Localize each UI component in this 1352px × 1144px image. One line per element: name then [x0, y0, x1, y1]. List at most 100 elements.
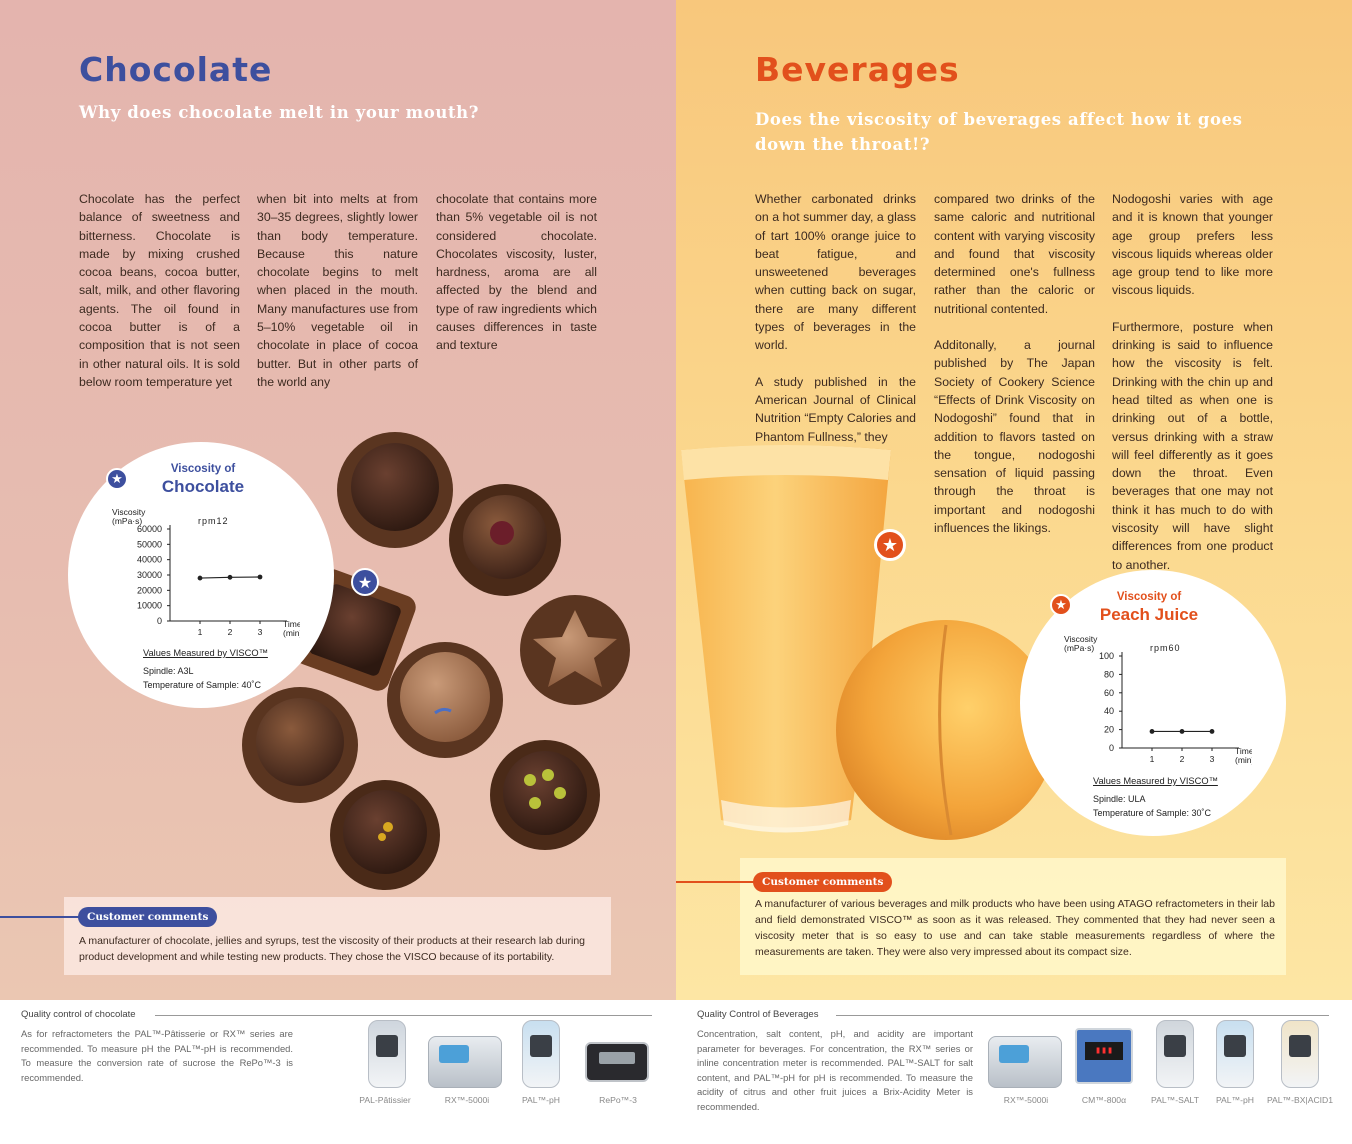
peach-chart-title: Peach Juice — [1099, 605, 1199, 624]
chocolate-text-col1: Chocolate has the perfect balance of swe… — [79, 192, 240, 389]
beverages-subtitle: Does the viscosity of beverages affect h… — [755, 110, 1243, 154]
peach-viscosity-chart: Viscosity(mPa·s) rpm60 0 20 40 60 80 100 1 2 3 Time… — [1064, 634, 1252, 765]
choc-y-label: Viscosity — [112, 507, 146, 517]
beverages-comment-line — [676, 881, 756, 883]
chocolate-star-icon: ★ — [106, 468, 128, 490]
peach-data-point — [1149, 729, 1155, 734]
peach-ytick-label: 0 — [1109, 743, 1114, 753]
chocolate-chart-title: Chocolate — [161, 477, 245, 496]
beverages-col1-para1: Whether carbonated drinks on a hot summe… — [755, 192, 916, 353]
juice-and-peach-illustration — [681, 445, 1056, 840]
chocolate-viscosity-chart: Viscosity(mPa·s) rpm12 0 10000 20000 30000 400… — [112, 507, 300, 638]
choc-ytick-label: 30000 — [137, 570, 162, 580]
choc-ytick-label: 20000 — [137, 585, 162, 595]
beverages-qc-text: Concentration, salt content, pH, and aci… — [697, 1028, 973, 1112]
beverages-col2-para2: Additonally, a journal published by The … — [934, 338, 1095, 536]
chocolate-1 — [337, 432, 453, 548]
chocolate-qc-rule — [155, 1015, 652, 1016]
chocolate-qc-text: As for refractometers the PAL™-Pâtisseri… — [21, 1028, 293, 1083]
peach-ytick-label: 20 — [1104, 725, 1114, 735]
product-label-pal-ph: PAL™-pH — [521, 1095, 561, 1105]
chocolate-8 — [330, 780, 440, 890]
chocolate-2 — [449, 484, 561, 596]
peach-xtick-label: 3 — [1210, 754, 1215, 764]
peach-chart-note-title: Values Measured by VISCO™ — [1093, 776, 1218, 786]
chocolate-chart-note-spindle: Spindle: A3L — [143, 666, 194, 676]
chocolate-title: Chocolate — [79, 50, 273, 89]
beverages-text-col1: Whether carbonated drinks on a hot summe… — [755, 190, 916, 446]
peach-ytick-label: 80 — [1104, 669, 1114, 679]
pal-patissier-device — [368, 1020, 406, 1088]
beverages-comment-label: Customer comments — [753, 872, 893, 892]
choc-xtick-label: 3 — [258, 627, 263, 637]
choc-data-point — [257, 574, 263, 580]
beverage-marker-star-icon: ★ — [874, 529, 906, 561]
peach — [836, 620, 1056, 840]
peach-data-point — [1179, 729, 1185, 734]
chocolate-text-col3: chocolate that contains more than 5% veg… — [436, 192, 597, 353]
product-label-pal-bx-acid1: PAL™-BX|ACID1 — [1266, 1095, 1334, 1105]
beverages-comment-text: A manufacturer of various beverages and … — [755, 898, 1275, 958]
product-label-cm800: CM™-800α — [1081, 1095, 1127, 1105]
peach-x-label: Time — [1235, 746, 1252, 756]
choc-ytick-label: 0 — [157, 616, 162, 626]
choc-data-point — [227, 574, 233, 580]
peach-data-point — [1209, 729, 1215, 734]
peach-ytick-label: 40 — [1104, 706, 1114, 716]
beverages-text-col3: Nodogoshi varies with age and it is know… — [1112, 190, 1273, 574]
beverages-qc-rule — [836, 1015, 1329, 1016]
pal-bx-acid1-device — [1281, 1020, 1319, 1088]
beverages-col2-para1: compared two drinks of the same caloric … — [934, 192, 1095, 316]
choc-ytick-label: 40000 — [137, 555, 162, 565]
chocolate-qc-title: Quality control of chocolate — [21, 1009, 136, 1020]
peach-chart-note-temp: Temperature of Sample: 30˚C — [1093, 808, 1212, 818]
peach-y-label: Viscosity — [1064, 634, 1098, 644]
beverages-col3-para2: Furthermore, posture when drinking is sa… — [1112, 319, 1273, 572]
peach-chart-title-small: Viscosity of — [1116, 591, 1182, 603]
peach-xtick-label: 2 — [1180, 754, 1185, 764]
beverages-title: Beverages — [755, 50, 960, 89]
beverages-text-col2: compared two drinks of the same caloric … — [934, 190, 1095, 537]
peach-y-unit: (mPa·s) — [1064, 643, 1094, 653]
bev-rx5000i-device — [988, 1036, 1062, 1088]
choc-xtick-label: 2 — [228, 627, 233, 637]
choc-x-unit: (min) — [283, 628, 300, 638]
product-label-bev-pal-ph: PAL™-pH — [1215, 1095, 1255, 1105]
peach-star-icon: ★ — [1050, 594, 1072, 616]
chocolate-comment-label: Customer comments — [78, 907, 218, 927]
chocolate-6 — [242, 687, 358, 803]
beverages-col3-para1: Nodogoshi varies with age and it is know… — [1112, 192, 1273, 298]
chocolate-marker-star-icon: ★ — [351, 568, 379, 596]
peach-xtick-label: 1 — [1150, 754, 1155, 764]
chocolate-subtitle: Why does chocolate melt in your mouth? — [79, 103, 480, 122]
choc-ytick-label: 50000 — [137, 539, 162, 549]
choc-ytick-label: 10000 — [137, 601, 162, 611]
chocolate-chart-title-small: Viscosity of — [170, 463, 236, 475]
peach-ytick-label: 60 — [1104, 688, 1114, 698]
choc-rpm-label: rpm12 — [198, 516, 229, 526]
beverages-col1-para2: A study published in the American Journa… — [755, 374, 916, 444]
peach-rpm-label: rpm60 — [1150, 643, 1181, 653]
pal-ph-device — [522, 1020, 560, 1088]
choc-xtick-label: 1 — [198, 627, 203, 637]
product-label-pal-patissier: PAL-Pâtissier — [359, 1095, 411, 1105]
chocolate-comment-line — [0, 916, 80, 918]
peach-x-unit: (min) — [1235, 755, 1252, 765]
repo3-device — [585, 1042, 649, 1082]
product-label-pal-salt: PAL™-SALT — [1151, 1095, 1199, 1105]
product-label-rx5000i: RX™-5000i — [444, 1095, 490, 1105]
beverages-qc-title: Quality Control of Beverages — [697, 1009, 819, 1020]
chocolate-5 — [387, 642, 503, 758]
cm800-device: ▮▮▮ — [1075, 1028, 1133, 1084]
chocolate-comment-text: A manufacturer of chocolate, jellies and… — [79, 935, 586, 963]
choc-data-point — [197, 575, 203, 581]
chocolate-chart-note-title: Values Measured by VISCO™ — [143, 648, 268, 658]
chocolate-7 — [490, 740, 600, 850]
peach-ytick-label: 100 — [1099, 651, 1114, 661]
rx5000i-device — [428, 1036, 502, 1088]
peach-chart-note-spindle: Spindle: ULA — [1093, 794, 1146, 804]
product-label-bev-rx5000i: RX™-5000i — [1003, 1095, 1049, 1105]
product-label-repo3: RePo™-3 — [599, 1095, 637, 1105]
choc-y-unit: (mPa·s) — [112, 516, 142, 526]
chocolate-3 — [520, 595, 630, 705]
